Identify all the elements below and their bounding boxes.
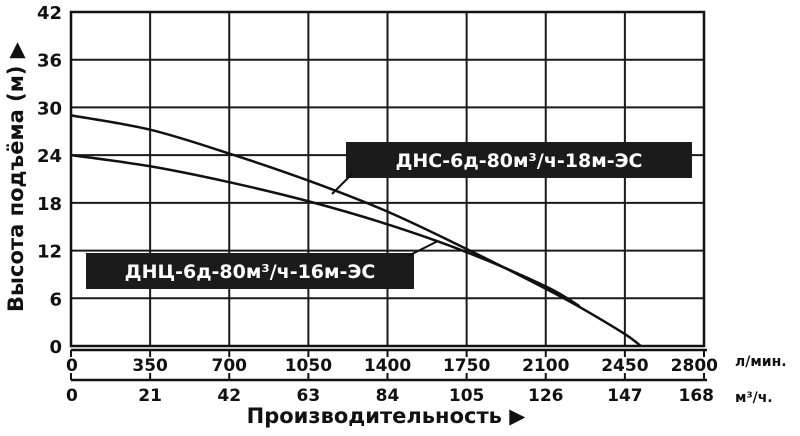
- y-tick-label: 12: [37, 242, 62, 263]
- callout-label-dns: ДНС-6д-80м³/ч-18м-ЭС: [395, 150, 642, 172]
- x-tick-label-primary: 700: [212, 356, 248, 376]
- x-tick-label-primary: 1750: [443, 356, 490, 376]
- labels: Высота подъёма (м) ▶ Производительность …: [4, 41, 787, 428]
- x-tick-label-secondary: 84: [376, 386, 400, 406]
- series-callouts: ДНС-6д-80м³/ч-18м-ЭС ДНЦ-6д-80м³/ч-16м-Э…: [86, 142, 692, 289]
- x-unit-secondary: м³/ч.: [735, 390, 773, 406]
- x-unit-primary: л/мин.: [735, 354, 787, 370]
- x-tick-label-secondary: 105: [449, 386, 485, 406]
- y-tick-label: 42: [37, 3, 62, 24]
- y-tick-label: 18: [37, 194, 62, 215]
- x-tick-label-primary: 2450: [601, 356, 648, 376]
- callout-box-dns: [346, 142, 692, 178]
- callout-pointer-dnc: [407, 240, 439, 257]
- x-tick-label-secondary: 147: [607, 386, 643, 406]
- x-tick-label-secondary: 168: [679, 386, 715, 406]
- y-tick-label: 0: [49, 337, 62, 358]
- x-tick-label-primary: 1050: [285, 356, 332, 376]
- x-tick-label-secondary: 63: [297, 386, 321, 406]
- callout-label-dnc: ДНЦ-6д-80м³/ч-16м-ЭС: [125, 261, 376, 283]
- x-tick-label-primary: 350: [132, 356, 168, 376]
- y-axis-title: Высота подъёма (м) ▶: [4, 41, 28, 312]
- y-tick-label: 24: [37, 146, 62, 167]
- callout-pointer-dns: [331, 173, 353, 195]
- callout-box-dnc: [86, 253, 414, 289]
- x-tick-label-primary: 1400: [364, 356, 411, 376]
- x-tick-label-secondary: 42: [217, 386, 241, 406]
- x-tick-label-secondary: 21: [138, 386, 162, 406]
- plot-frame: [69, 10, 706, 348]
- y-tick-label: 30: [37, 98, 62, 119]
- series-lines: [70, 114, 642, 347]
- x-tick-label-primary: 2800: [671, 356, 718, 376]
- x-axis-title: Производительность ▶: [247, 404, 527, 428]
- x-tick-label-secondary: 126: [528, 386, 564, 406]
- y-tick-label: 36: [37, 51, 62, 72]
- grid: [69, 10, 706, 348]
- x-tick-label-primary: 0: [66, 356, 78, 376]
- series-line-1: [70, 114, 642, 347]
- x-tick-label-primary: 2100: [522, 356, 569, 376]
- y-tick-label: 6: [49, 289, 62, 310]
- series-line-2: [70, 153, 581, 308]
- x-tick-label-secondary: 0: [66, 386, 78, 406]
